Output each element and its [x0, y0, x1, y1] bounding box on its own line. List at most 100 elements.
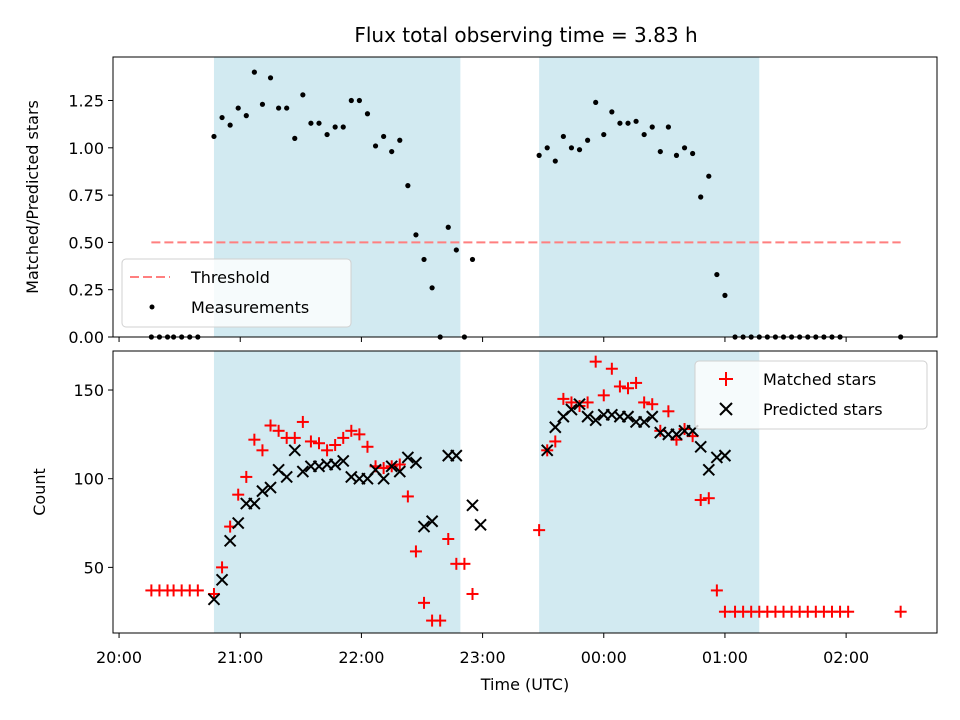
- count-legend-box: [694, 360, 928, 430]
- predicted-star-point: [702, 463, 715, 477]
- ratio-legend-box: [121, 258, 352, 328]
- predicted-star-point: [377, 472, 390, 485]
- legend-measurements-label: Measurements: [191, 298, 309, 317]
- predicted-star-point: [425, 515, 439, 528]
- y-tick-label: 0.50: [68, 233, 104, 252]
- matched-star-point: [418, 596, 431, 609]
- y-tick-label: 150: [73, 381, 104, 400]
- measurement-point: [633, 118, 639, 124]
- matched-star-point: [304, 435, 317, 448]
- matched-star-point: [702, 492, 715, 505]
- measurement-point: [445, 224, 451, 230]
- predicted-star-point: [573, 398, 586, 411]
- matched-star-point: [248, 433, 261, 446]
- ratio-plot-frame: [112, 56, 938, 338]
- matched-star-point: [240, 470, 253, 483]
- measurement-point: [405, 183, 411, 189]
- measurement-point: [372, 143, 379, 149]
- measurement-point: [617, 120, 623, 126]
- predicted-star-point: [280, 470, 293, 484]
- predicted-star-point: [450, 449, 463, 462]
- predicted-star-point: [296, 465, 310, 478]
- y-tick-label: 1.25: [68, 92, 104, 111]
- measurement-point: [251, 69, 257, 75]
- matched-star-point: [533, 524, 546, 537]
- count-y-axis: 50 100 150: [73, 381, 113, 577]
- predicted-star-point: [215, 573, 229, 586]
- y-tick-label: 1.00: [68, 139, 104, 158]
- predicted-star-point: [549, 421, 562, 434]
- measurement-point: [276, 105, 282, 111]
- ratio-x-axis: [118, 337, 847, 342]
- matched-star-point: [232, 488, 245, 501]
- measurement-point: [568, 145, 575, 151]
- predicted-star-point: [248, 497, 261, 510]
- measurement-point: [453, 247, 459, 253]
- matched-star-point: [361, 440, 374, 453]
- predicted-star-point: [393, 465, 406, 478]
- measurement-point: [243, 113, 249, 119]
- matched-star-point: [662, 405, 675, 418]
- y-tick-label: 0.00: [68, 328, 104, 347]
- y-tick-label: 100: [73, 470, 104, 489]
- matched-star-point: [694, 493, 707, 506]
- predicted-star-point: [401, 451, 415, 464]
- predicted-star-point: [646, 410, 659, 423]
- matched-star-point: [597, 389, 610, 402]
- predicted-star-point: [232, 516, 245, 530]
- predicted-star-point: [589, 413, 602, 427]
- measurement-point: [552, 158, 558, 164]
- matched-star-point: [613, 380, 626, 393]
- measurement-point: [381, 133, 387, 140]
- measurement-point: [332, 124, 338, 130]
- x-tick-label: 21:00: [217, 648, 263, 667]
- predicted-star-point: [694, 440, 707, 453]
- measurement-point: [665, 124, 671, 130]
- ratio-panel: 0.00 0.25 0.50 0.75 1.00 1.25 Matched/Predict…: [23, 56, 938, 347]
- ratio-shading: [213, 57, 760, 337]
- measurement-point: [641, 131, 647, 138]
- matched-star-point: [565, 396, 578, 409]
- legend-predicted-label: Predicted stars: [763, 400, 883, 419]
- y-tick-label: 0.25: [68, 281, 104, 300]
- predicted-star-point: [328, 458, 342, 471]
- predicted-star-point: [541, 444, 554, 457]
- measurement-point: [593, 99, 599, 106]
- predicted-star-point: [637, 415, 651, 429]
- measurement-point: [211, 133, 217, 140]
- matched-star-point: [557, 392, 570, 405]
- shaded-interval-2: [539, 57, 760, 337]
- predicted-stars-series: [207, 398, 732, 606]
- measurement-point: [706, 173, 712, 179]
- measurement-point: [300, 92, 306, 98]
- matched-star-point: [630, 376, 643, 389]
- x-tick-label: 22:00: [338, 648, 384, 667]
- predicted-star-point: [565, 403, 578, 416]
- count-plot-frame: [112, 350, 938, 634]
- x-tick-label: 00:00: [581, 648, 627, 667]
- measurement-point: [421, 256, 427, 263]
- matched-star-point: [191, 584, 204, 597]
- matched-star-point: [296, 415, 309, 428]
- measurement-point: [690, 150, 696, 157]
- matched-star-point: [264, 419, 277, 432]
- predicted-star-point: [409, 456, 423, 469]
- x-tick-label: 23:00: [460, 648, 506, 667]
- matched-star-point: [434, 614, 447, 627]
- matched-star-point: [288, 431, 301, 444]
- matched-star-point: [272, 424, 285, 437]
- matched-star-point: [581, 396, 594, 409]
- measurement-point: [219, 114, 225, 121]
- measurement-point: [585, 137, 591, 143]
- measurement-point: [698, 194, 704, 200]
- count-y-axis-title: Count: [30, 468, 49, 516]
- matched-star-point: [401, 490, 414, 503]
- matched-star-point: [345, 424, 358, 437]
- legend-predicted-swatch: [719, 402, 733, 416]
- predicted-star-point: [385, 460, 398, 473]
- matched-star-point: [337, 431, 350, 444]
- measurement-point: [308, 120, 314, 126]
- predicted-star-point: [670, 428, 683, 441]
